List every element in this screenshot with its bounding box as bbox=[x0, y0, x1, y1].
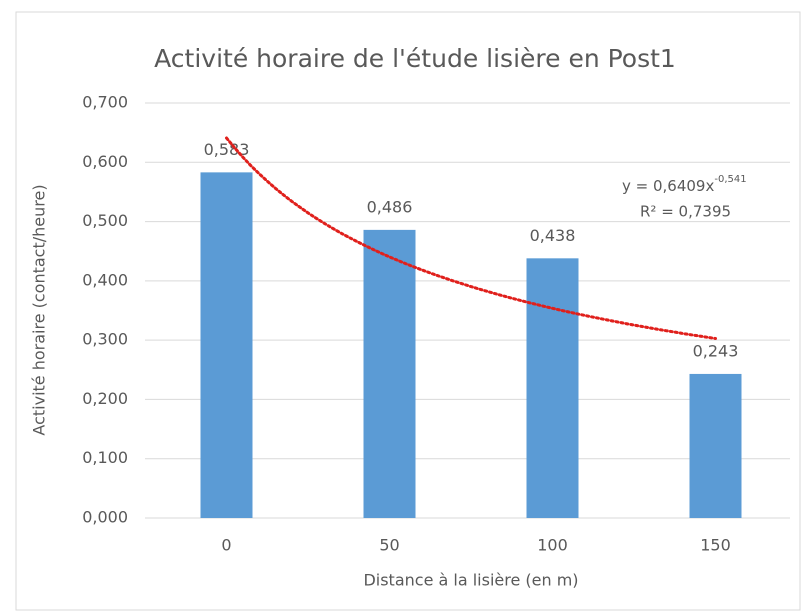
equation-text: y = 0,6409x bbox=[622, 177, 714, 195]
x-axis-label: Distance à la lisière (en m) bbox=[363, 571, 578, 590]
data-label: 0,243 bbox=[693, 341, 739, 360]
equation-exponent: -0,541 bbox=[714, 174, 746, 185]
bar bbox=[689, 373, 742, 518]
y-tick-label: 0,400 bbox=[82, 270, 128, 289]
x-tick-label: 100 bbox=[537, 536, 568, 555]
y-tick-label: 0,500 bbox=[82, 211, 128, 230]
data-label: 0,486 bbox=[367, 197, 413, 216]
y-tick-label: 0,100 bbox=[82, 448, 128, 467]
bar bbox=[363, 229, 416, 518]
y-tick-label: 0,700 bbox=[82, 93, 128, 112]
trendline bbox=[225, 136, 717, 340]
x-tick-label: 50 bbox=[379, 536, 399, 555]
bar bbox=[526, 258, 579, 518]
x-tick-label: 0 bbox=[221, 536, 231, 555]
y-tick-label: 0,000 bbox=[82, 508, 128, 527]
y-tick-label: 0,200 bbox=[82, 389, 128, 408]
data-label: 0,438 bbox=[530, 226, 576, 245]
y-tick-label: 0,300 bbox=[82, 330, 128, 349]
data-label: 0,583 bbox=[204, 140, 250, 159]
chart-title: Activité horaire de l'étude lisière en P… bbox=[154, 44, 676, 73]
trend-equation: y = 0,6409x-0,541 bbox=[622, 174, 747, 195]
bar bbox=[200, 172, 253, 518]
y-tick-label: 0,600 bbox=[82, 152, 128, 171]
x-tick-label: 150 bbox=[700, 536, 731, 555]
y-axis-label: Activité horaire (contact/heure) bbox=[30, 184, 49, 435]
r-squared: R² = 0,7395 bbox=[640, 203, 731, 221]
